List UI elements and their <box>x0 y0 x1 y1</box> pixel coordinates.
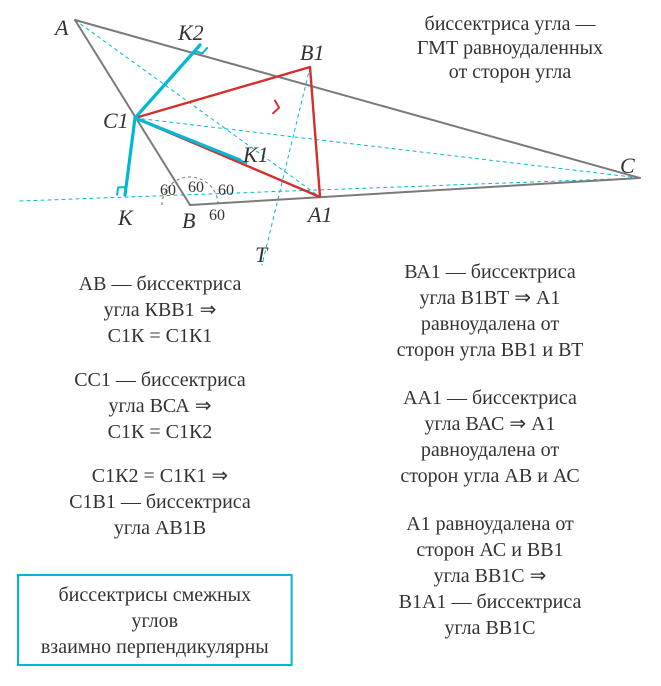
point-label-A: A <box>53 15 69 40</box>
right-block-line: сторон угла ВВ1 и ВТ <box>397 339 584 361</box>
point-label-T: Т <box>255 242 269 267</box>
point-label-B1: B1 <box>300 40 324 65</box>
point-label-A1: A1 <box>306 202 332 227</box>
right-block-line: угла ВАС ⇒ А1 <box>424 413 555 435</box>
right-block-line: угла ВВ1С ⇒ <box>434 565 547 587</box>
left-block-line: угла КВВ1 ⇒ <box>104 299 217 321</box>
geometry-diagram: A B C A1 B1 C1 К К1 К2 Т 60 60 60 60 биссектриса угла … <box>0 0 661 686</box>
angle-label: 60 <box>188 179 204 196</box>
right-block-line: равноудалена от <box>421 439 559 461</box>
header-line: ГМТ равноудаленных <box>417 37 603 59</box>
point-label-C: C <box>620 153 635 178</box>
boxed-note-line: биссектрисы смежных <box>59 584 252 606</box>
right-block-line: В1А1 — биссектриса <box>399 591 582 613</box>
boxed-note-line: взаимно перпендикулярны <box>41 636 269 658</box>
angle-label: 60 <box>209 207 225 224</box>
point-label-K1: К1 <box>242 142 269 167</box>
right-block-line: сторон угла АВ и АС <box>400 465 579 487</box>
point-label-K2: К2 <box>177 20 204 45</box>
right-block-line: равноудалена от <box>421 313 559 335</box>
right-block-line: угла ВВ1С <box>444 617 535 639</box>
header-line: биссектриса угла — <box>425 13 597 35</box>
point-label-C1: C1 <box>103 108 129 133</box>
left-block-line: С1К = С1К1 <box>108 325 213 347</box>
left-block-line: АВ — биссектриса <box>79 273 242 295</box>
left-block-line: С1К = С1К2 <box>108 421 213 443</box>
right-block-line: А1 равноудалена от <box>406 513 574 535</box>
point-label-B: B <box>182 208 195 233</box>
left-block-line: С1К2 = С1К1 ⇒ <box>92 465 228 487</box>
right-block-line: ВА1 — биссектриса <box>404 261 576 283</box>
point-label-K: К <box>117 205 134 230</box>
left-block-line: СС1 — биссектриса <box>74 369 246 391</box>
left-block-line: угла ВСА ⇒ <box>109 395 212 417</box>
right-block-line: АА1 — биссектриса <box>403 387 577 409</box>
left-block-line: С1В1 — биссектриса <box>69 491 251 513</box>
right-block-line: сторон АС и ВВ1 <box>416 539 563 561</box>
boxed-note-line: углов <box>131 610 178 632</box>
left-block-line: угла АВ1В <box>114 517 206 539</box>
angle-label: 60 <box>160 182 176 199</box>
right-block-line: угла В1ВТ ⇒ А1 <box>420 287 561 309</box>
header-line: от сторон угла <box>449 61 572 83</box>
angle-label: 60 <box>218 182 234 199</box>
